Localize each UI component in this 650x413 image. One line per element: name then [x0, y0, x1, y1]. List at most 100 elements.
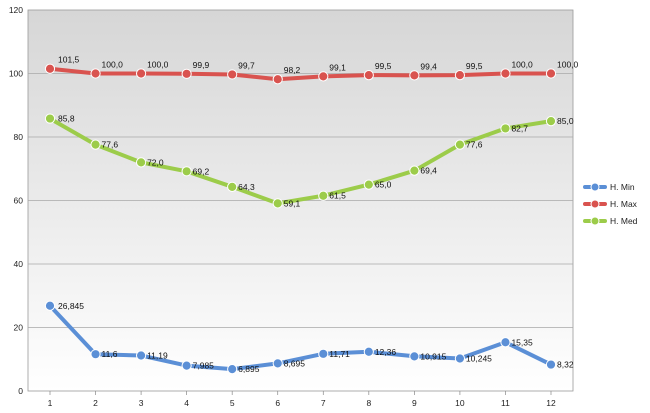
data-label: 10,245: [466, 353, 492, 363]
data-label: 72,0: [147, 157, 164, 167]
data-point: [363, 69, 374, 81]
data-label: 85,8: [58, 114, 75, 124]
data-point: [227, 181, 238, 192]
data-label: 101,5: [58, 55, 80, 65]
data-point: [500, 68, 511, 79]
data-label: 8,695: [284, 358, 306, 368]
data-label: 11,71: [329, 349, 350, 359]
data-label: 99,5: [466, 61, 483, 71]
data-point: [181, 166, 192, 177]
y-tick-label: 40: [14, 259, 24, 269]
data-labels: 26,845 11,6 11,19 7,985 6,895 8,695 11,71 12,36…: [58, 55, 579, 374]
data-label: 15,35: [511, 337, 533, 347]
data-point: [181, 360, 192, 371]
data-point: [409, 165, 420, 176]
y-tick-label: 60: [14, 196, 24, 206]
x-tick-label: 12: [546, 398, 556, 408]
data-point: [44, 63, 56, 74]
data-label: 100,0: [557, 60, 579, 70]
data-point: [545, 359, 557, 370]
data-label: 99,4: [420, 61, 437, 71]
data-point: [318, 348, 329, 359]
data-point: [272, 74, 283, 85]
data-label: 11,19: [147, 350, 168, 360]
data-point: [409, 351, 420, 362]
data-label: 77,6: [102, 140, 119, 150]
data-point: [545, 68, 557, 79]
x-tick-label: 10: [455, 398, 465, 408]
data-label: 26,845: [58, 301, 84, 311]
data-label: 100,0: [147, 60, 169, 70]
data-point: [409, 70, 420, 81]
legend-marker: [590, 182, 600, 192]
data-point: [44, 300, 56, 311]
data-point: [227, 364, 238, 375]
x-tick-label: 11: [501, 398, 510, 408]
data-point: [181, 68, 192, 79]
data-point: [227, 69, 238, 80]
y-tick-label: 0: [18, 386, 23, 396]
data-point: [90, 139, 101, 150]
legend-marker: [590, 216, 600, 226]
data-label: 12,36: [375, 347, 397, 357]
data-label: 85,0: [557, 116, 574, 126]
data-label: 8,32: [557, 360, 574, 370]
x-tick-label: 9: [412, 398, 417, 408]
data-point: [318, 71, 329, 82]
data-label: 59,1: [284, 198, 301, 208]
x-tick-label: 3: [139, 398, 144, 408]
data-label: 100,0: [511, 60, 533, 70]
data-point: [454, 139, 466, 150]
series-layer: [44, 63, 557, 375]
legend-marker: [590, 199, 600, 209]
data-label: 11,6: [102, 349, 118, 359]
data-point: [500, 337, 511, 348]
data-point: [454, 69, 466, 81]
data-point: [454, 353, 466, 364]
data-label: 69,2: [193, 166, 210, 176]
data-label: 99,5: [375, 61, 392, 71]
x-tick-label: 8: [366, 398, 371, 408]
legend-label: H. Min: [610, 182, 635, 192]
series-line-2: [48, 116, 553, 206]
series-line-1: [48, 66, 553, 82]
x-tick-label: 4: [184, 398, 189, 408]
x-tick-label: 1: [48, 398, 53, 408]
data-label: 82,7: [511, 123, 528, 133]
data-point: [135, 350, 147, 361]
data-label: 6,895: [238, 364, 260, 374]
data-label: 61,5: [329, 191, 346, 201]
data-point: [500, 123, 511, 134]
data-label: 69,4: [420, 166, 437, 176]
y-tick-label: 20: [14, 323, 24, 333]
data-label: 99,1: [329, 62, 346, 72]
data-point: [318, 190, 329, 201]
data-point: [90, 68, 101, 79]
data-label: 99,9: [193, 60, 210, 70]
data-point: [363, 179, 374, 190]
data-point: [90, 349, 101, 360]
data-point: [135, 68, 147, 79]
x-tick-label: 5: [230, 398, 235, 408]
x-tick-label: 6: [275, 398, 280, 408]
data-label: 100,0: [102, 60, 124, 70]
y-tick-label: 80: [14, 132, 24, 142]
legend-label: H. Max: [610, 199, 638, 209]
y-tick-label: 100: [9, 69, 23, 79]
data-label: 77,6: [466, 140, 483, 150]
legend: H. Min H. Max H. Med: [583, 182, 638, 226]
x-tick-label: 7: [321, 398, 326, 408]
data-point: [545, 116, 557, 127]
series-line-0: [48, 303, 553, 372]
legend-label: H. Med: [610, 216, 638, 226]
data-label: 64,3: [238, 182, 255, 192]
data-label: 7,985: [193, 361, 215, 371]
data-label: 10,915: [420, 351, 446, 361]
data-point: [272, 198, 283, 209]
data-point: [363, 346, 374, 357]
data-point: [135, 157, 147, 168]
data-label: 65,0: [375, 180, 392, 190]
